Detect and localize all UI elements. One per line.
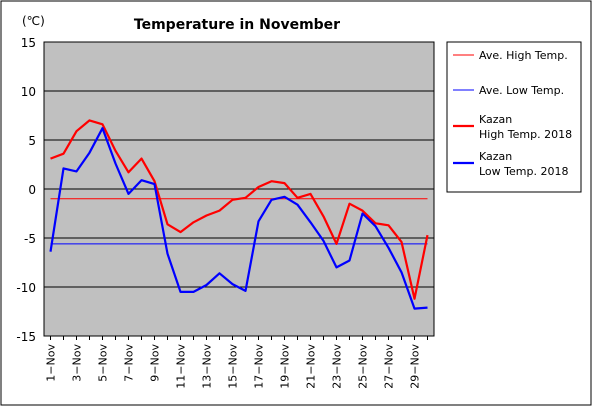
series-line-2 <box>50 119 429 300</box>
series-lines <box>49 119 429 310</box>
legend-label-line: Kazan <box>479 150 512 163</box>
y-tick-label: 0 <box>28 183 36 197</box>
x-tick-label: 11−Nov <box>175 344 188 389</box>
y-unit-label: (℃) <box>22 14 45 28</box>
legend-label-line: Ave. High Temp. <box>479 49 568 62</box>
y-tick-label: 10 <box>21 85 36 99</box>
x-tick-label: 7−Nov <box>123 344 136 382</box>
series-line-3 <box>49 127 428 310</box>
x-tick-label: 29−Nov <box>409 344 422 389</box>
legend-box <box>446 41 582 193</box>
legend: Ave. High Temp. Ave. Low Temp. Kazan High T… <box>453 49 572 178</box>
x-axis: 1−Nov 3−Nov 5−Nov 7−Nov 9−Nov 11−Nov 13−Nov 15−… <box>45 336 428 389</box>
x-tick-label: 23−Nov <box>331 344 344 389</box>
y-tick-label: 5 <box>28 134 36 148</box>
y-axis: 15 10 5 0 -5 -10 -15 <box>16 36 36 344</box>
y-tick-label: -10 <box>16 281 36 295</box>
y-tick-label: 15 <box>21 36 36 50</box>
legend-label-3: Kazan Low Temp. 2018 <box>479 150 568 178</box>
legend-label-line: Kazan <box>479 113 512 126</box>
y-tick-label: -5 <box>24 232 36 246</box>
legend-label-2: Kazan High Temp. 2018 <box>479 113 572 141</box>
chart-title: Temperature in November <box>134 17 340 33</box>
legend-label-line: Low Temp. 2018 <box>479 165 568 178</box>
x-tick-label: 21−Nov <box>305 344 318 389</box>
legend-label-1: Ave. Low Temp. <box>479 84 564 97</box>
x-tick-label: 25−Nov <box>357 344 370 389</box>
y-tick-label: -15 <box>16 330 36 344</box>
x-tick-label: 5−Nov <box>97 344 110 382</box>
x-tick-label: 13−Nov <box>201 344 214 389</box>
legend-label-line: High Temp. 2018 <box>479 128 572 141</box>
x-tick-label: 19−Nov <box>279 344 292 389</box>
x-tick-label: 15−Nov <box>227 344 240 389</box>
x-tick-label: 27−Nov <box>383 344 396 389</box>
x-tick-label: 3−Nov <box>71 344 84 382</box>
legend-label-line: Ave. Low Temp. <box>479 84 564 97</box>
x-tick-label: 9−Nov <box>149 344 162 382</box>
legend-label-0: Ave. High Temp. <box>479 49 568 62</box>
x-tick-label: 17−Nov <box>253 344 266 389</box>
x-tick-label: 1−Nov <box>45 344 58 382</box>
